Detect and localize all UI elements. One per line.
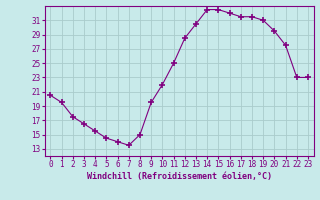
- X-axis label: Windchill (Refroidissement éolien,°C): Windchill (Refroidissement éolien,°C): [87, 172, 272, 181]
